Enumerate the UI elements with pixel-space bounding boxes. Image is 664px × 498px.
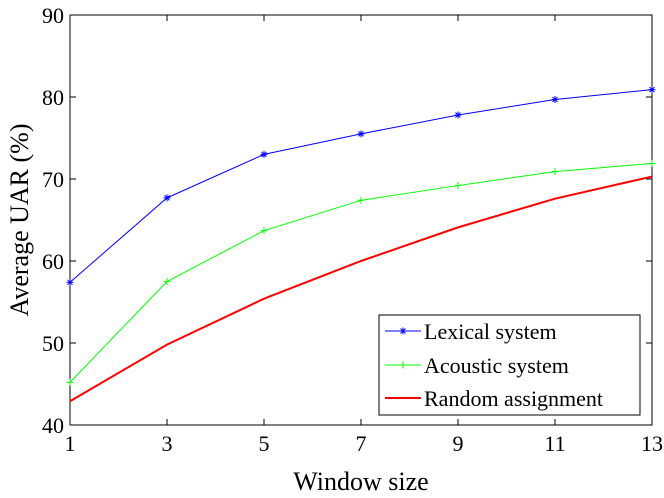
series-lexical (66, 86, 656, 286)
data-point-acoustic (357, 196, 365, 204)
data-point-lexical (260, 150, 268, 158)
data-point-acoustic (551, 168, 559, 176)
x-tick-labels: 1 3 5 7 9 11 13 (65, 431, 664, 456)
data-point-lexical (551, 95, 559, 103)
legend-label-random: Random assignment (424, 386, 603, 411)
y-tick-label: 80 (42, 85, 64, 110)
x-tick-label: 5 (259, 431, 270, 456)
y-tick-label: 40 (42, 413, 64, 438)
x-tick-label: 7 (356, 431, 367, 456)
data-point-lexical (454, 111, 462, 119)
x-tick-label: 11 (544, 431, 565, 456)
data-point-acoustic (648, 159, 656, 167)
x-tick-label: 3 (162, 431, 173, 456)
x-tick-label: 1 (65, 431, 76, 456)
legend-label-lexical: Lexical system (424, 319, 557, 344)
y-tick-label: 90 (42, 3, 64, 28)
series-layer (66, 86, 656, 403)
legend-marker-point (399, 361, 407, 369)
data-point-acoustic (454, 182, 462, 190)
legend: Lexical system Acoustic system Random as… (378, 314, 641, 416)
data-point-lexical (357, 130, 365, 138)
data-point-lexical (163, 194, 171, 202)
y-axis-label: Average UAR (%) (5, 124, 34, 317)
axis-ticks (69, 14, 653, 426)
legend-label-acoustic: Acoustic system (424, 353, 569, 378)
legend-marker-lexical (399, 327, 407, 335)
x-tick-label: 9 (453, 431, 464, 456)
y-tick-label: 70 (42, 167, 64, 192)
data-point-acoustic (66, 378, 74, 386)
series-acoustic (66, 159, 656, 386)
series-line-random (69, 175, 653, 403)
legend-marker-point (399, 327, 407, 335)
y-tick-labels: 40 50 60 70 80 90 (42, 3, 64, 438)
data-point-acoustic (260, 227, 268, 235)
y-tick-label: 50 (42, 331, 64, 356)
x-tick-label: 13 (641, 431, 663, 456)
y-tick-label: 60 (42, 249, 64, 274)
series-random (69, 175, 653, 403)
legend-marker-acoustic (399, 361, 407, 369)
x-axis-label: Window size (293, 467, 428, 496)
data-point-acoustic (163, 278, 171, 285)
legend-box (378, 314, 641, 416)
data-point-lexical (66, 278, 74, 286)
data-point-lexical (648, 86, 656, 94)
